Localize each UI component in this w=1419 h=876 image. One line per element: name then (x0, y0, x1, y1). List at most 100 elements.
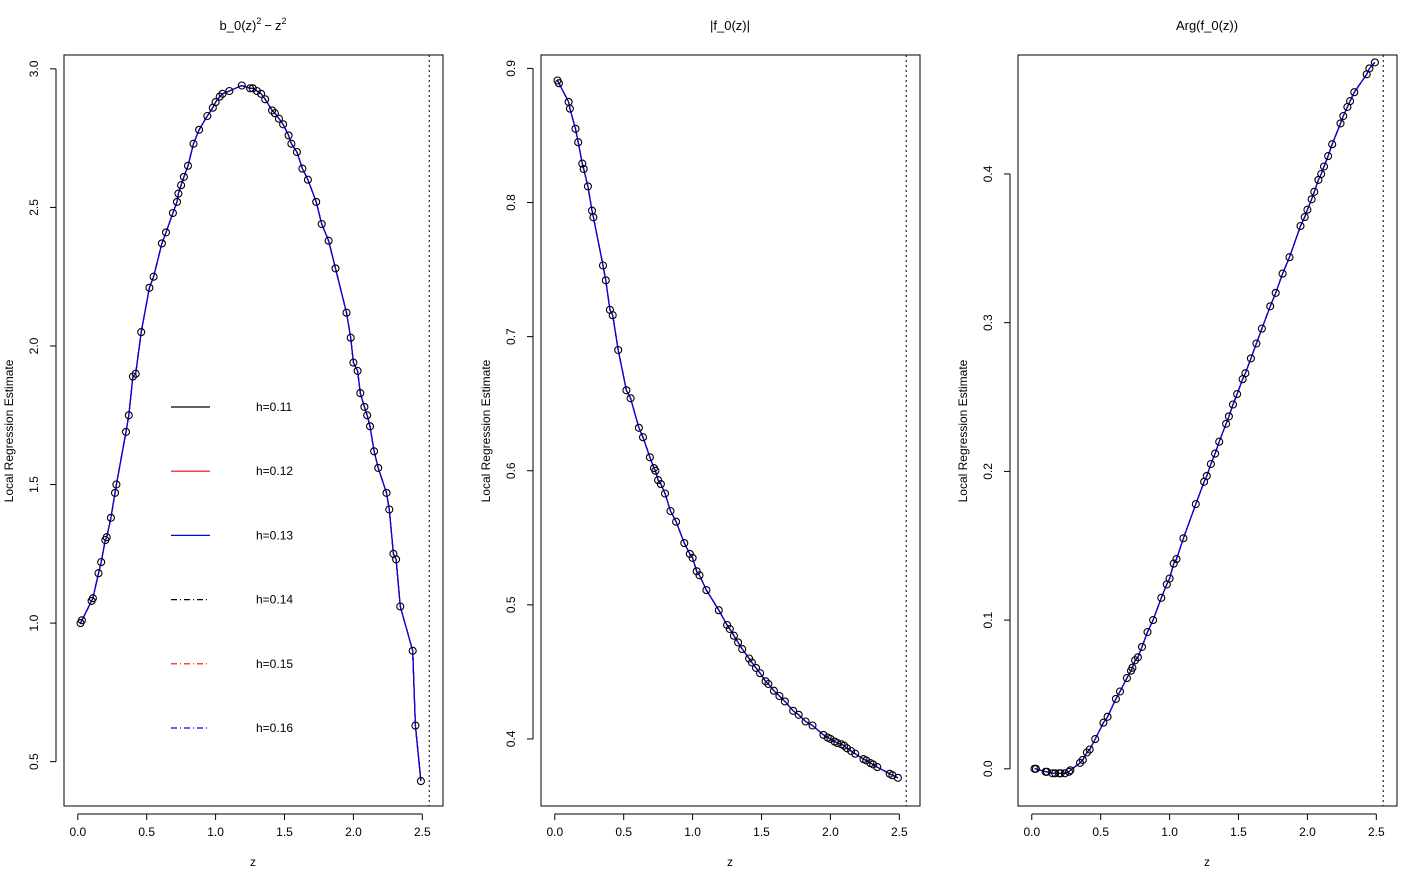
data-point (614, 345, 623, 355)
data-point (1215, 437, 1224, 446)
y-tick-label: 0.2 (981, 463, 995, 480)
data-point (112, 480, 121, 489)
data-point (634, 423, 643, 432)
data-point (847, 746, 856, 756)
data-point (578, 159, 587, 168)
data-point (218, 89, 227, 98)
data-point (1133, 653, 1142, 662)
data-point (211, 98, 220, 107)
data-point (1064, 767, 1074, 776)
data-point (1202, 471, 1211, 480)
data-point (626, 394, 635, 403)
x-tick-label: 1.5 (276, 825, 293, 839)
legend-label: h=0.11 (256, 400, 292, 414)
data-point (106, 513, 115, 522)
data-point (769, 686, 778, 695)
data-point (1328, 140, 1337, 149)
x-tick-label: 1.5 (1230, 825, 1247, 839)
data-point (1066, 766, 1075, 775)
data-point (840, 741, 849, 750)
data-point (851, 749, 860, 758)
data-point (1233, 390, 1242, 399)
data-point (672, 517, 681, 526)
data-point (656, 480, 665, 489)
data-point (1370, 58, 1379, 67)
data-point (589, 213, 598, 222)
y-tick-label: 0.8 (504, 194, 518, 211)
data-point (598, 261, 608, 270)
data-point (554, 79, 563, 88)
data-point (102, 533, 111, 542)
data-point (1296, 221, 1305, 231)
y-tick-label: 0.9 (504, 60, 518, 77)
data-point (1115, 687, 1125, 696)
y-tick-label: 3.0 (27, 60, 41, 77)
data-point (284, 131, 293, 140)
x-tick-label: 1.0 (1161, 825, 1178, 839)
data-point (660, 489, 670, 498)
data-point (392, 555, 401, 564)
plot-frame (1017, 54, 1398, 807)
data-point (1103, 712, 1112, 721)
data-point (622, 386, 631, 395)
data-point (408, 646, 417, 655)
y-tick-label: 0.5 (504, 596, 518, 613)
data-point (1246, 354, 1255, 363)
data-point (565, 104, 574, 113)
data-point (734, 638, 743, 647)
data-point (246, 84, 255, 93)
y-tick-label: 1.5 (27, 476, 41, 493)
data-point (312, 197, 321, 206)
data-point (363, 411, 372, 420)
data-point (1307, 195, 1316, 204)
data-point (761, 677, 770, 686)
y-tick-label: 0.5 (27, 753, 41, 770)
data-point (342, 308, 351, 317)
data-point (1031, 764, 1040, 773)
y-tick-label: 2.0 (27, 337, 41, 354)
panel-title: b_0(z)2− z2 (220, 16, 287, 33)
series-line (1034, 61, 1376, 774)
data-point (1224, 412, 1233, 421)
data-point (145, 283, 154, 292)
series-lines (79, 84, 422, 782)
legend: h=0.11 h=0.12 h=0.13 h=0.14 h=0.15 h=0.16 (171, 400, 293, 735)
data-point (1078, 755, 1087, 764)
y-tick-label: 0.3 (981, 314, 995, 331)
series-line (1034, 61, 1376, 774)
data-point (833, 738, 842, 748)
data-points (553, 76, 902, 782)
data-point (780, 697, 789, 706)
x-axis-label: z (250, 855, 256, 869)
y-axis-label: Local Regression Estimate (2, 359, 16, 502)
legend-label: h=0.16 (256, 721, 293, 735)
data-point (252, 86, 261, 96)
data-point (1211, 449, 1220, 458)
y-axis-label: Local Regression Estimate (956, 359, 970, 502)
data-point (645, 453, 654, 462)
plot-frame (63, 54, 444, 807)
series-line (1034, 61, 1376, 774)
x-tick-label: 0.5 (615, 825, 632, 839)
series-line (79, 84, 422, 782)
data-point (396, 602, 405, 611)
data-point (638, 433, 648, 442)
data-point (873, 763, 882, 772)
x-tick-label: 2.5 (1368, 825, 1385, 839)
data-point (1303, 205, 1312, 214)
data-point (274, 114, 284, 123)
data-point (248, 84, 257, 93)
data-point (237, 81, 246, 90)
x-tick-label: 0.5 (138, 825, 155, 839)
panel-title: Arg(f_0(z)) (1176, 18, 1238, 33)
data-point (571, 124, 580, 133)
panel-abs-f0: |f_0(z)| 0.0 0.5 1.0 1.5 2.0 2.5 0.4 0.5 0.6 0.7… (479, 18, 921, 869)
series-line (79, 84, 422, 782)
data-point (1346, 97, 1355, 106)
panel-title: |f_0(z)| (710, 18, 750, 33)
data-point (1222, 419, 1231, 428)
data-point (356, 389, 365, 398)
data-points (1030, 58, 1379, 778)
legend-label: h=0.13 (256, 528, 293, 542)
